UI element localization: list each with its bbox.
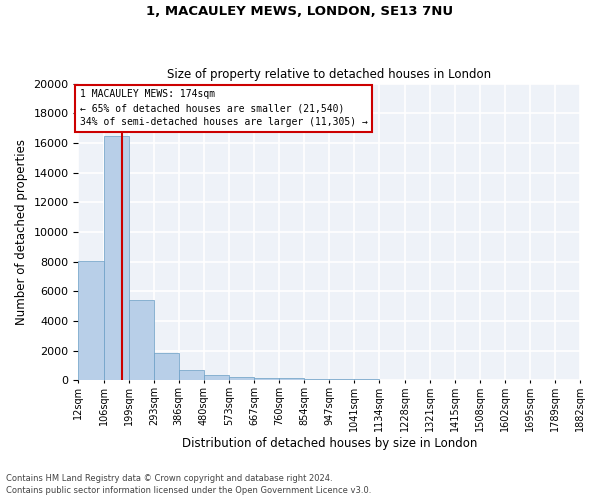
Bar [104, 136, 128, 380]
Bar [329, 379, 355, 380]
Bar [154, 353, 179, 380]
Bar [128, 300, 154, 380]
Bar [254, 378, 279, 380]
Bar [79, 261, 104, 380]
Title: Size of property relative to detached houses in London: Size of property relative to detached ho… [167, 68, 491, 81]
Bar [279, 378, 304, 380]
Y-axis label: Number of detached properties: Number of detached properties [15, 139, 28, 325]
Bar [179, 370, 204, 380]
X-axis label: Distribution of detached houses by size in London: Distribution of detached houses by size … [182, 437, 477, 450]
Text: 1, MACAULEY MEWS, LONDON, SE13 7NU: 1, MACAULEY MEWS, LONDON, SE13 7NU [146, 5, 454, 18]
Bar [304, 379, 329, 380]
Bar [229, 378, 254, 380]
Bar [204, 375, 229, 380]
Text: 1 MACAULEY MEWS: 174sqm
← 65% of detached houses are smaller (21,540)
34% of sem: 1 MACAULEY MEWS: 174sqm ← 65% of detache… [80, 90, 368, 128]
Text: Contains HM Land Registry data © Crown copyright and database right 2024.
Contai: Contains HM Land Registry data © Crown c… [6, 474, 371, 495]
